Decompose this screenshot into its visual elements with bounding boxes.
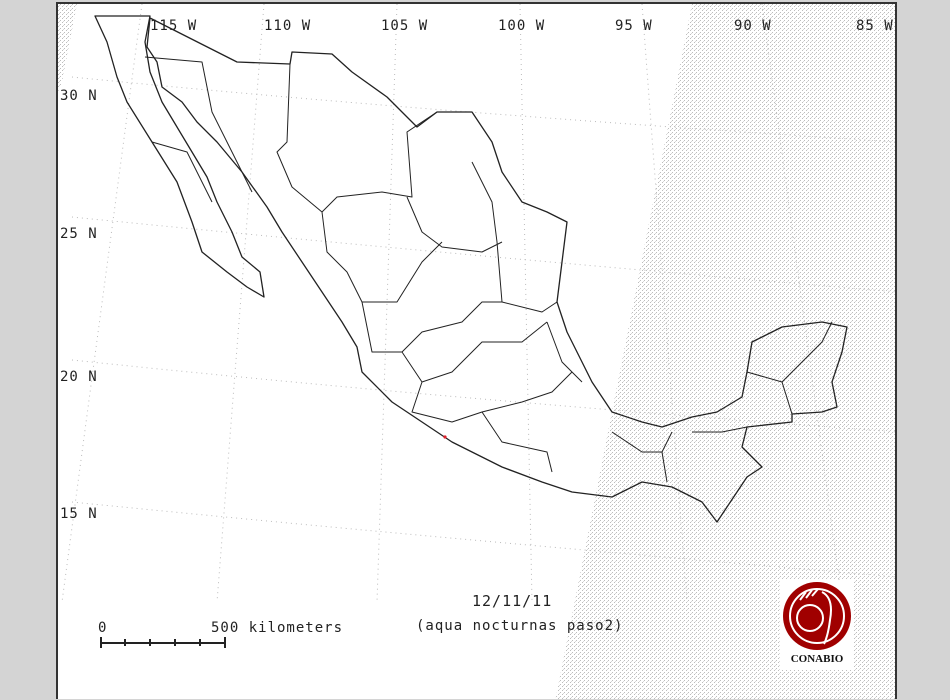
longitude-label: 110 W — [264, 18, 312, 34]
logo-text: CONABIO — [790, 653, 844, 665]
scale-bar — [100, 637, 226, 648]
gulf-of-california-states — [144, 56, 253, 203]
hotspot-marker — [443, 435, 447, 439]
latitude-label: 15 N — [60, 506, 98, 522]
map-panel: 115 W 110 W 105 W 100 W 95 W 90 W 85 W 3… — [56, 2, 897, 699]
longitude-label: 95 W — [615, 18, 653, 34]
mainland-outline — [146, 17, 848, 523]
longitude-label: 105 W — [381, 18, 429, 34]
longitude-label: 85 W — [856, 18, 894, 34]
map-date: 12/11/11 — [472, 592, 553, 610]
longitude-label: 115 W — [150, 18, 198, 34]
latitude-label: 20 N — [60, 369, 98, 385]
map-canvas — [58, 4, 895, 699]
latitude-label: 25 N — [60, 226, 98, 242]
longitude-label: 90 W — [734, 18, 772, 34]
map-subtitle: (aqua nocturnas paso2) — [416, 618, 624, 634]
mexico-outline — [94, 15, 848, 523]
longitude-label: 100 W — [498, 18, 546, 34]
scale-start-label: 0 — [98, 620, 108, 636]
no-data-swath — [555, 4, 895, 699]
conabio-logo: CONABIO — [780, 580, 854, 670]
latitude-label: 30 N — [60, 88, 98, 104]
no-data-swath-left — [58, 4, 77, 92]
state-borders — [276, 63, 833, 483]
conabio-emblem — [783, 582, 851, 650]
scale-end-label: 500 kilometers — [211, 620, 344, 636]
baja-outline — [94, 15, 265, 298]
